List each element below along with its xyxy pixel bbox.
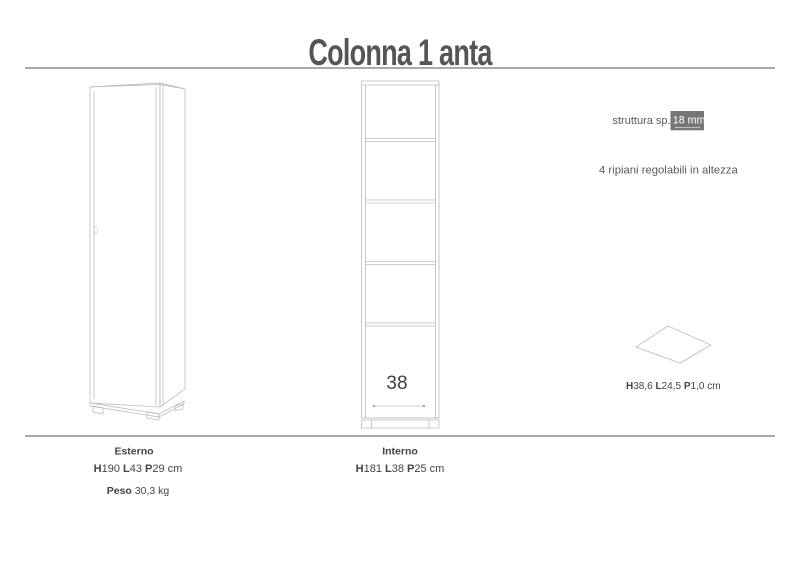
svg-text:Colonna 1 anta: Colonna 1 anta (308, 32, 493, 73)
svg-text:38: 38 (386, 373, 407, 394)
svg-text:struttura sp.: struttura sp. (613, 115, 671, 127)
svg-text:H181 L38 P25 cm: H181 L38 P25 cm (356, 463, 445, 475)
svg-text:H38,6 L24,5 P1,0 cm: H38,6 L24,5 P1,0 cm (626, 381, 721, 392)
svg-text:18 mm: 18 mm (673, 115, 706, 127)
svg-text:H190 L43 P29 cm: H190 L43 P29 cm (94, 463, 183, 475)
svg-text:Interno: Interno (382, 446, 418, 458)
svg-text:Esterno: Esterno (114, 446, 153, 458)
svg-text:Peso 30,3 kg: Peso 30,3 kg (107, 485, 170, 497)
svg-text:4 ripiani regolabili in altezz: 4 ripiani regolabili in altezza (599, 165, 738, 177)
